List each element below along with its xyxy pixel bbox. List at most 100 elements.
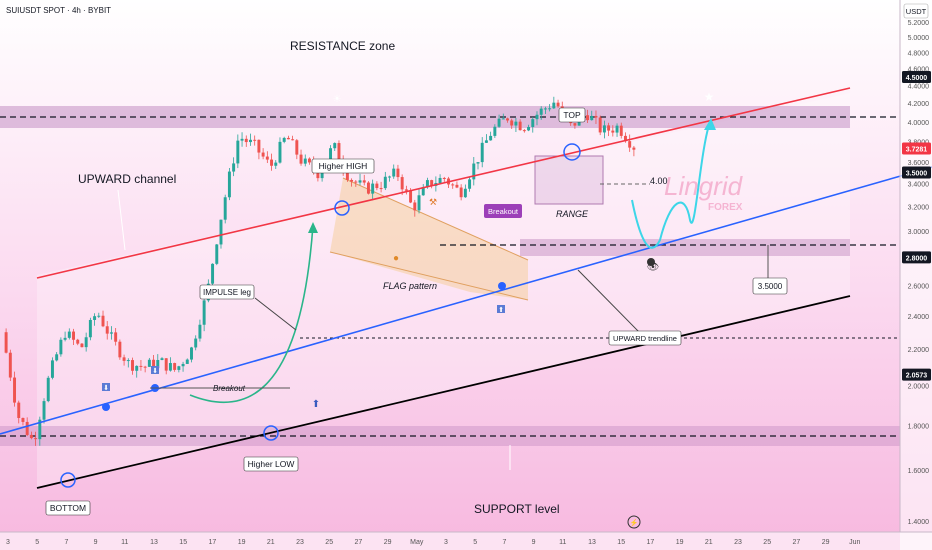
candle-body — [223, 197, 227, 220]
candle-body — [147, 359, 151, 367]
touch-point-1 — [102, 403, 110, 411]
candle-body — [320, 168, 324, 179]
candle-body — [531, 119, 535, 127]
candle-body — [556, 102, 560, 107]
candle-body — [552, 102, 556, 109]
touch-point-4 — [647, 258, 655, 266]
candle-body — [84, 337, 88, 348]
candle-body — [4, 332, 8, 353]
currency-label: USDT — [906, 7, 927, 16]
time-tick-label: 3 — [444, 539, 448, 546]
candle-body — [396, 168, 400, 178]
callout-35-label: 3.5000 — [758, 282, 783, 291]
price-tick-label: 3.0000 — [908, 229, 930, 236]
higher-high-marker — [334, 200, 350, 216]
candle-body — [400, 177, 404, 190]
candle-body — [388, 176, 391, 178]
price-tick-label: 3.2000 — [908, 205, 930, 212]
price-tick-label: 4.2000 — [908, 101, 930, 108]
candle-body — [34, 438, 38, 440]
projection-arrowhead — [704, 118, 716, 130]
time-tick-label: 21 — [267, 539, 275, 546]
time-axis-ticks: 3 5 7 9 11 13 15 17 19 21 23 25 27 29 May 3 5 7 9 11 13 15 17 1… — [6, 539, 860, 546]
channel-fill — [37, 93, 850, 488]
trendline-pointer — [577, 269, 641, 334]
candle-body — [80, 343, 84, 348]
candle-body — [594, 115, 598, 118]
candle-body — [101, 315, 105, 327]
channel-pointer — [117, 189, 126, 251]
price-badge-label: 3.7281 — [906, 147, 928, 154]
resistance-channel-line — [36, 87, 851, 279]
candle-body — [202, 300, 206, 325]
candle-body — [249, 139, 252, 143]
candle-body — [497, 118, 501, 127]
candle-body — [430, 180, 434, 186]
time-tick-label: 13 — [588, 539, 596, 546]
candle-body — [337, 143, 341, 161]
breakout-line-label: Breakout — [213, 384, 246, 393]
candle-body — [261, 152, 265, 157]
breakout-badge-label: Breakout — [488, 207, 519, 216]
symbol-title: SUIUSDT SPOT · 4h · BYBIT — [6, 6, 111, 15]
candle-body — [404, 189, 408, 191]
candle-body — [480, 142, 484, 163]
bottom-box: BOTTOM — [45, 500, 91, 516]
candle-body — [590, 115, 594, 121]
candle-body — [215, 244, 219, 264]
candle-body — [539, 108, 543, 115]
candle-body — [623, 135, 627, 142]
time-tick-label: 5 — [35, 539, 39, 546]
candle-body — [232, 163, 236, 172]
price-badge-label: 3.5000 — [906, 171, 928, 178]
lightning-glyph: ⚡ — [630, 518, 639, 527]
higher-high-box: Higher HIGH — [311, 158, 375, 174]
candle-body — [366, 182, 370, 194]
candle-body — [97, 315, 101, 317]
price-badge-bg — [902, 368, 931, 381]
candle-body — [135, 365, 139, 371]
candle-body — [451, 184, 455, 186]
candle-body — [383, 176, 387, 189]
higher-high-label: Higher HIGH — [319, 161, 368, 171]
candle-body — [131, 360, 134, 371]
time-tick-label: 17 — [209, 539, 217, 546]
time-tick-label: 15 — [617, 539, 625, 546]
price-tick-label: 5.2000 — [908, 20, 930, 27]
candle-body — [522, 130, 526, 132]
time-tick-label: 11 — [559, 539, 566, 546]
candle-body — [72, 331, 75, 340]
candle-body — [25, 421, 29, 435]
arrow-up-marker-3: ⬆ — [497, 305, 505, 314]
time-tick-label: 19 — [676, 539, 684, 546]
time-tick-label: 15 — [179, 539, 187, 546]
price-tick-label: 1.4000 — [908, 519, 930, 526]
star-icon: ★ — [704, 90, 715, 104]
candle-body — [194, 338, 198, 348]
candle-body — [484, 140, 488, 143]
candle-body — [333, 143, 337, 149]
callout-35-box: 3.5000 — [752, 277, 788, 295]
candle-body — [8, 352, 12, 378]
price-tick-label: 1.6000 — [908, 468, 930, 475]
price-badge-bg — [902, 142, 931, 155]
price-badge-bg — [902, 70, 931, 83]
price-badges: 4.5000 3.7281 3.5000 2.8000 2.0573 — [902, 70, 931, 381]
price-tick-label: 4.6000 — [908, 67, 930, 74]
candle-body — [375, 183, 379, 189]
candle-body — [143, 366, 147, 368]
candle-body — [489, 135, 493, 141]
candle-body — [42, 401, 46, 420]
candle-body — [425, 180, 429, 188]
price-tick-label: 4.0000 — [908, 120, 930, 127]
candle-body — [527, 126, 531, 131]
candle-body — [274, 162, 278, 166]
watermark-sub: FOREX — [708, 202, 743, 213]
arrow-up-marker-1: ⬇ — [102, 383, 110, 392]
touch-point-3 — [498, 282, 506, 290]
svg-text:⬆: ⬆ — [498, 306, 504, 314]
candle-body — [358, 180, 362, 183]
currency-badge: USDT — [903, 3, 929, 19]
candle-body — [329, 148, 333, 161]
